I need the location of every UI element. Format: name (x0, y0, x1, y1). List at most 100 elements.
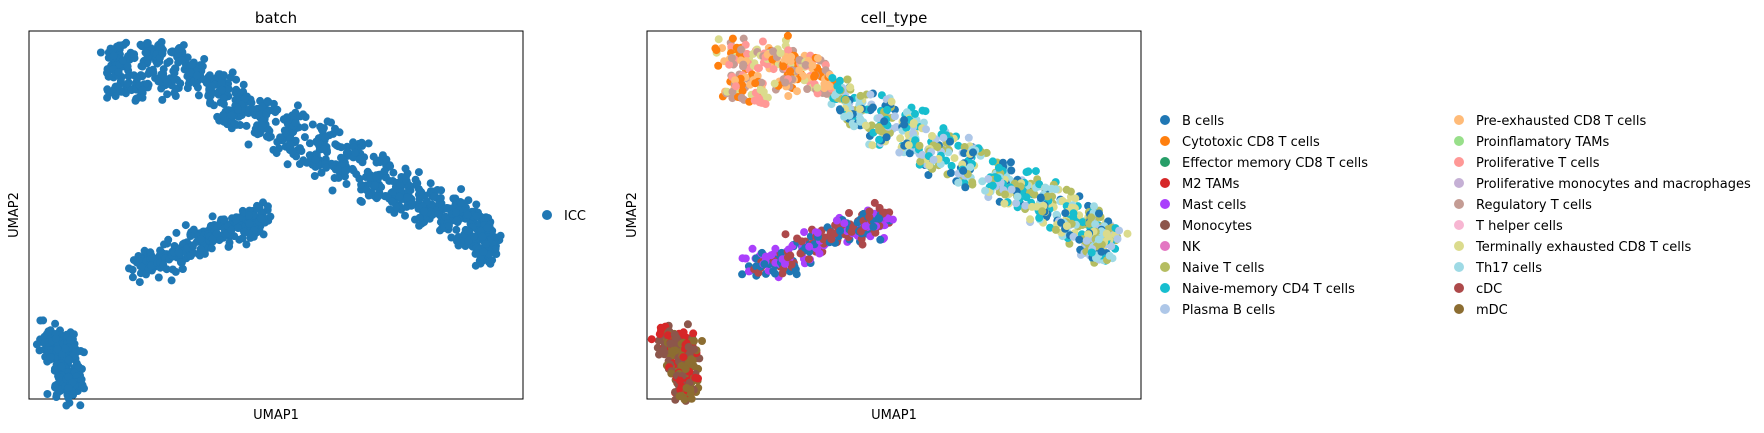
data-point (50, 366, 59, 375)
data-point (64, 355, 73, 364)
legend-label: ICC (564, 209, 586, 224)
data-point (123, 62, 132, 71)
data-point (483, 223, 492, 232)
data-point (242, 121, 251, 130)
data-point (739, 60, 748, 69)
data-point (1051, 225, 1060, 234)
data-point (1032, 202, 1041, 211)
data-point (1084, 201, 1093, 210)
data-point (396, 182, 405, 190)
data-point (275, 144, 283, 153)
legend-item: T helper cells (1454, 219, 1563, 234)
data-point (135, 278, 144, 287)
data-point (1035, 213, 1044, 222)
data-point (478, 232, 487, 241)
data-point (1035, 180, 1044, 189)
data-point (900, 120, 909, 129)
data-point (664, 331, 672, 340)
data-point (1057, 218, 1066, 227)
data-point (374, 192, 383, 201)
legend-marker (1160, 157, 1170, 167)
legend-marker (1160, 262, 1170, 272)
data-point (293, 101, 302, 110)
data-point (1026, 215, 1035, 224)
data-point (242, 240, 251, 249)
legend-label: Naive-memory CD4 T cells (1182, 282, 1355, 297)
data-point (168, 265, 177, 274)
data-point (264, 125, 272, 134)
data-point (377, 183, 386, 192)
data-point (1075, 235, 1084, 244)
data-point (1061, 209, 1070, 218)
data-point (471, 261, 480, 270)
data-point (793, 87, 801, 96)
data-point (163, 90, 172, 99)
data-point (176, 79, 185, 88)
legend-marker (1160, 220, 1170, 230)
data-point (207, 244, 216, 253)
data-point (217, 79, 226, 88)
data-point (843, 75, 852, 84)
data-point (827, 235, 836, 244)
data-point (698, 337, 706, 345)
data-point (1024, 167, 1033, 176)
data-point (366, 174, 374, 183)
data-point (1041, 183, 1050, 192)
legend-label: Effector memory CD8 T cells (1182, 156, 1368, 171)
data-point (257, 126, 266, 135)
data-point (741, 254, 750, 263)
data-point (666, 339, 675, 348)
data-point (219, 215, 228, 224)
data-point (1097, 247, 1106, 256)
data-point (103, 68, 111, 77)
data-point (430, 192, 439, 201)
data-point (1022, 193, 1031, 202)
data-point (681, 365, 690, 374)
data-point (219, 71, 228, 80)
data-point (253, 204, 262, 213)
legend-label: Pre-exhausted CD8 T cells (1476, 114, 1646, 129)
data-point (1047, 184, 1056, 193)
data-point (944, 148, 953, 157)
data-point (103, 86, 112, 95)
data-point (205, 71, 214, 80)
data-point (187, 61, 196, 69)
data-point (331, 140, 340, 149)
data-point (850, 122, 858, 131)
data-point (836, 106, 845, 115)
data-point (154, 77, 163, 86)
data-point (389, 168, 398, 177)
data-point (813, 83, 822, 92)
data-point (183, 84, 192, 93)
data-point (198, 62, 207, 71)
data-point (212, 229, 221, 238)
data-point (209, 101, 218, 110)
data-point (451, 208, 460, 217)
data-point (1071, 194, 1080, 203)
data-point (950, 154, 959, 163)
data-point (1007, 166, 1016, 175)
data-point (805, 242, 814, 251)
data-point (882, 133, 891, 142)
data-point (1104, 232, 1112, 241)
data-point (51, 319, 60, 328)
data-point (317, 125, 326, 134)
data-point (939, 133, 948, 142)
legend-marker (1454, 157, 1464, 167)
data-point (1105, 251, 1114, 260)
data-point (712, 46, 721, 55)
data-point (758, 37, 767, 46)
legend-item: Naive-memory CD4 T cells (1160, 282, 1355, 297)
data-point (463, 210, 472, 219)
data-point (245, 211, 254, 220)
data-point (946, 137, 954, 146)
data-point (679, 353, 688, 362)
data-point (337, 153, 345, 162)
data-point (154, 273, 163, 282)
data-point (969, 148, 977, 157)
data-point (978, 177, 987, 186)
data-point (227, 225, 236, 234)
data-point (308, 120, 317, 129)
data-point (832, 216, 841, 225)
